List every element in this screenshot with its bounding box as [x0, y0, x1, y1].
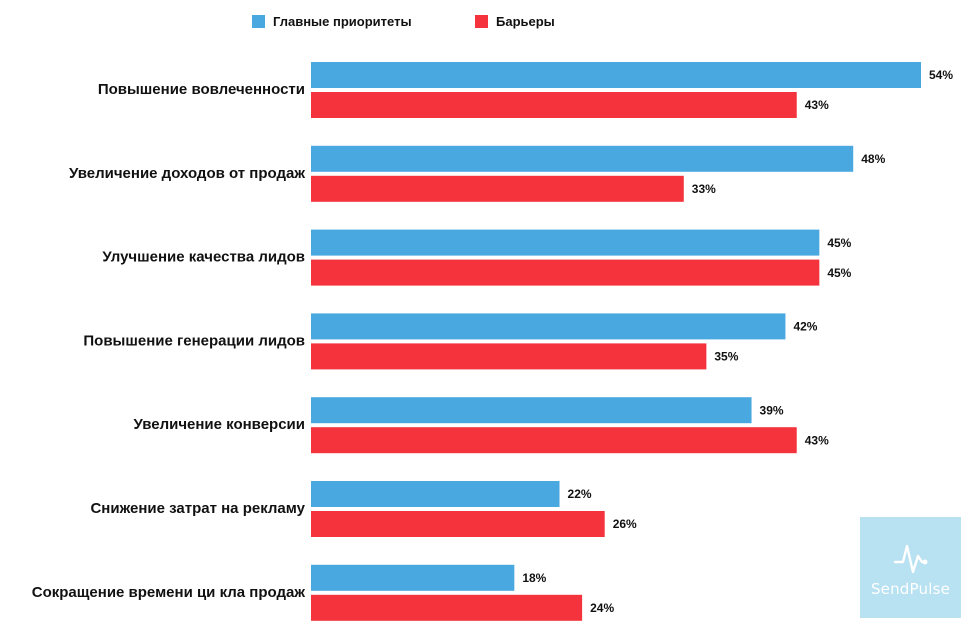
- priority-bar: [311, 397, 752, 424]
- barrier-bar: [311, 594, 583, 621]
- chart-legend: Главные приоритеты Барьеры: [0, 12, 980, 32]
- category-label: Повышение генерации лидов: [83, 332, 305, 349]
- priority-value-label: 48%: [861, 152, 885, 166]
- category-label: Улучшение качества лидов: [102, 249, 305, 266]
- bars: [311, 62, 921, 621]
- barrier-value-label: 43%: [805, 98, 829, 112]
- barrier-value-label: 24%: [590, 601, 614, 615]
- barrier-bar: [311, 427, 797, 454]
- legend-swatch-barriers: [475, 15, 488, 28]
- priority-bar: [311, 481, 560, 507]
- priority-bar: [311, 564, 515, 591]
- priority-value-label: 45%: [827, 236, 851, 250]
- priority-value-label: 18%: [522, 571, 546, 585]
- category-labels: Повышение вовлеченности Увеличение доходо…: [32, 81, 306, 601]
- priority-value-label: 39%: [760, 403, 784, 417]
- barrier-bar: [311, 343, 707, 370]
- legend-label-barriers: Барьеры: [496, 14, 555, 29]
- barrier-value-label: 35%: [714, 350, 738, 364]
- category-label: Сокращение времени ци кла продаж: [32, 584, 306, 601]
- logo-text: SendPulse: [870, 579, 951, 598]
- barrier-bar: [311, 92, 797, 118]
- priority-value-label: 42%: [793, 320, 817, 334]
- pulse-icon: [893, 544, 927, 573]
- legend-label-priorities: Главные приоритеты: [273, 14, 412, 29]
- priority-bar: [311, 229, 820, 256]
- category-label: Увеличение доходов от продаж: [69, 165, 305, 182]
- barrier-bar: [311, 175, 684, 202]
- category-label: Увеличение конверсии: [133, 416, 305, 433]
- legend-item-barriers: Барьеры: [475, 14, 555, 29]
- priority-bar: [311, 313, 786, 340]
- barrier-bar: [311, 511, 605, 537]
- barrier-value-label: 26%: [613, 517, 637, 531]
- barrier-value-label: 43%: [805, 433, 829, 447]
- category-label: Повышение вовлеченности: [98, 81, 305, 98]
- priority-bar: [311, 62, 921, 88]
- barrier-value-label: 45%: [827, 266, 851, 280]
- category-label: Снижение затрат на рекламу: [90, 500, 305, 517]
- priority-value-label: 54%: [929, 68, 953, 82]
- priority-bar: [311, 145, 854, 172]
- barrier-value-label: 33%: [692, 182, 716, 196]
- barrier-bar: [311, 259, 820, 286]
- legend-item-priorities: Главные приоритеты: [252, 14, 412, 29]
- priority-value-label: 22%: [568, 487, 592, 501]
- value-labels: 54% 43% 48% 33% 45% 45% 42% 35% 39% 43% 22% 26% 18% 2…: [522, 68, 953, 615]
- sendpulse-logo: SendPulse: [860, 517, 961, 618]
- legend-swatch-priorities: [252, 15, 265, 28]
